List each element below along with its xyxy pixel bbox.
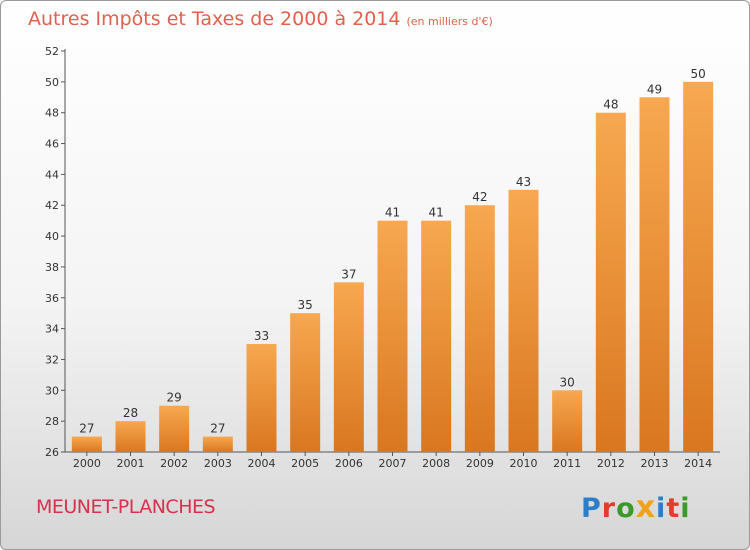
proxiti-logo: Proxiti: [581, 490, 691, 525]
y-tick-label: 50: [45, 76, 59, 89]
x-tick-label: 2012: [597, 457, 625, 470]
x-tick-label: 2013: [641, 457, 669, 470]
x-tick-label: 2000: [73, 457, 101, 470]
x-tick-label: 2003: [204, 457, 232, 470]
x-tick-label: 2011: [553, 457, 581, 470]
x-tick-label: 2001: [117, 457, 145, 470]
bar-value-label: 50: [691, 67, 706, 81]
chart-title: Autres Impôts et Taxes de 2000 à 2014 (en…: [28, 8, 493, 30]
y-tick-label: 40: [45, 230, 59, 243]
y-tick-label: 52: [45, 45, 59, 58]
bar-value-label: 27: [210, 422, 225, 436]
y-tick-label: 36: [45, 292, 59, 305]
bar-value-label: 41: [429, 206, 444, 220]
y-tick-label: 46: [45, 138, 59, 151]
bar-value-label: 43: [516, 175, 531, 189]
bar-value-label: 42: [472, 190, 487, 204]
bar-value-label: 33: [254, 329, 269, 343]
bar: [333, 282, 364, 452]
y-tick-label: 42: [45, 199, 59, 212]
x-tick-label: 2014: [684, 457, 712, 470]
y-tick-label: 30: [45, 384, 59, 397]
bar-value-label: 41: [385, 206, 400, 220]
bar-value-label: 37: [341, 267, 356, 281]
y-tick-label: 26: [45, 446, 59, 459]
bar: [202, 436, 233, 452]
bar-value-label: 29: [167, 391, 182, 405]
commune-name: MEUNET-PLANCHES: [36, 496, 216, 518]
bar-value-label: 30: [560, 375, 575, 389]
x-tick-label: 2010: [510, 457, 538, 470]
bar: [595, 112, 626, 452]
bar: [552, 390, 583, 452]
y-tick-label: 34: [45, 323, 59, 336]
bar: [377, 220, 408, 452]
bar: [421, 220, 452, 452]
x-tick-label: 2002: [160, 457, 188, 470]
x-tick-label: 2007: [379, 457, 407, 470]
bar: [683, 81, 714, 452]
bar: [639, 97, 670, 453]
y-tick-label: 38: [45, 261, 59, 274]
bar-value-label: 27: [79, 422, 94, 436]
y-tick-label: 28: [45, 415, 59, 428]
y-tick-label: 48: [45, 107, 59, 120]
x-tick-label: 2008: [422, 457, 450, 470]
bar: [71, 436, 102, 452]
x-tick-label: 2009: [466, 457, 494, 470]
y-tick-label: 32: [45, 353, 59, 366]
bar: [290, 313, 321, 452]
bar: [159, 405, 190, 452]
x-tick-label: 2004: [248, 457, 276, 470]
bar-value-label: 49: [647, 82, 662, 96]
bar: [115, 421, 146, 452]
bar-value-label: 28: [123, 406, 138, 420]
bar: [508, 189, 539, 453]
bar-value-label: 35: [298, 298, 313, 312]
x-tick-label: 2005: [291, 457, 319, 470]
bar: [246, 344, 277, 452]
bar-value-label: 48: [603, 98, 618, 112]
x-tick-label: 2006: [335, 457, 363, 470]
chart-subtitle: (en milliers d'€): [406, 15, 493, 28]
bar: [464, 205, 495, 452]
y-tick-label: 44: [45, 168, 59, 181]
